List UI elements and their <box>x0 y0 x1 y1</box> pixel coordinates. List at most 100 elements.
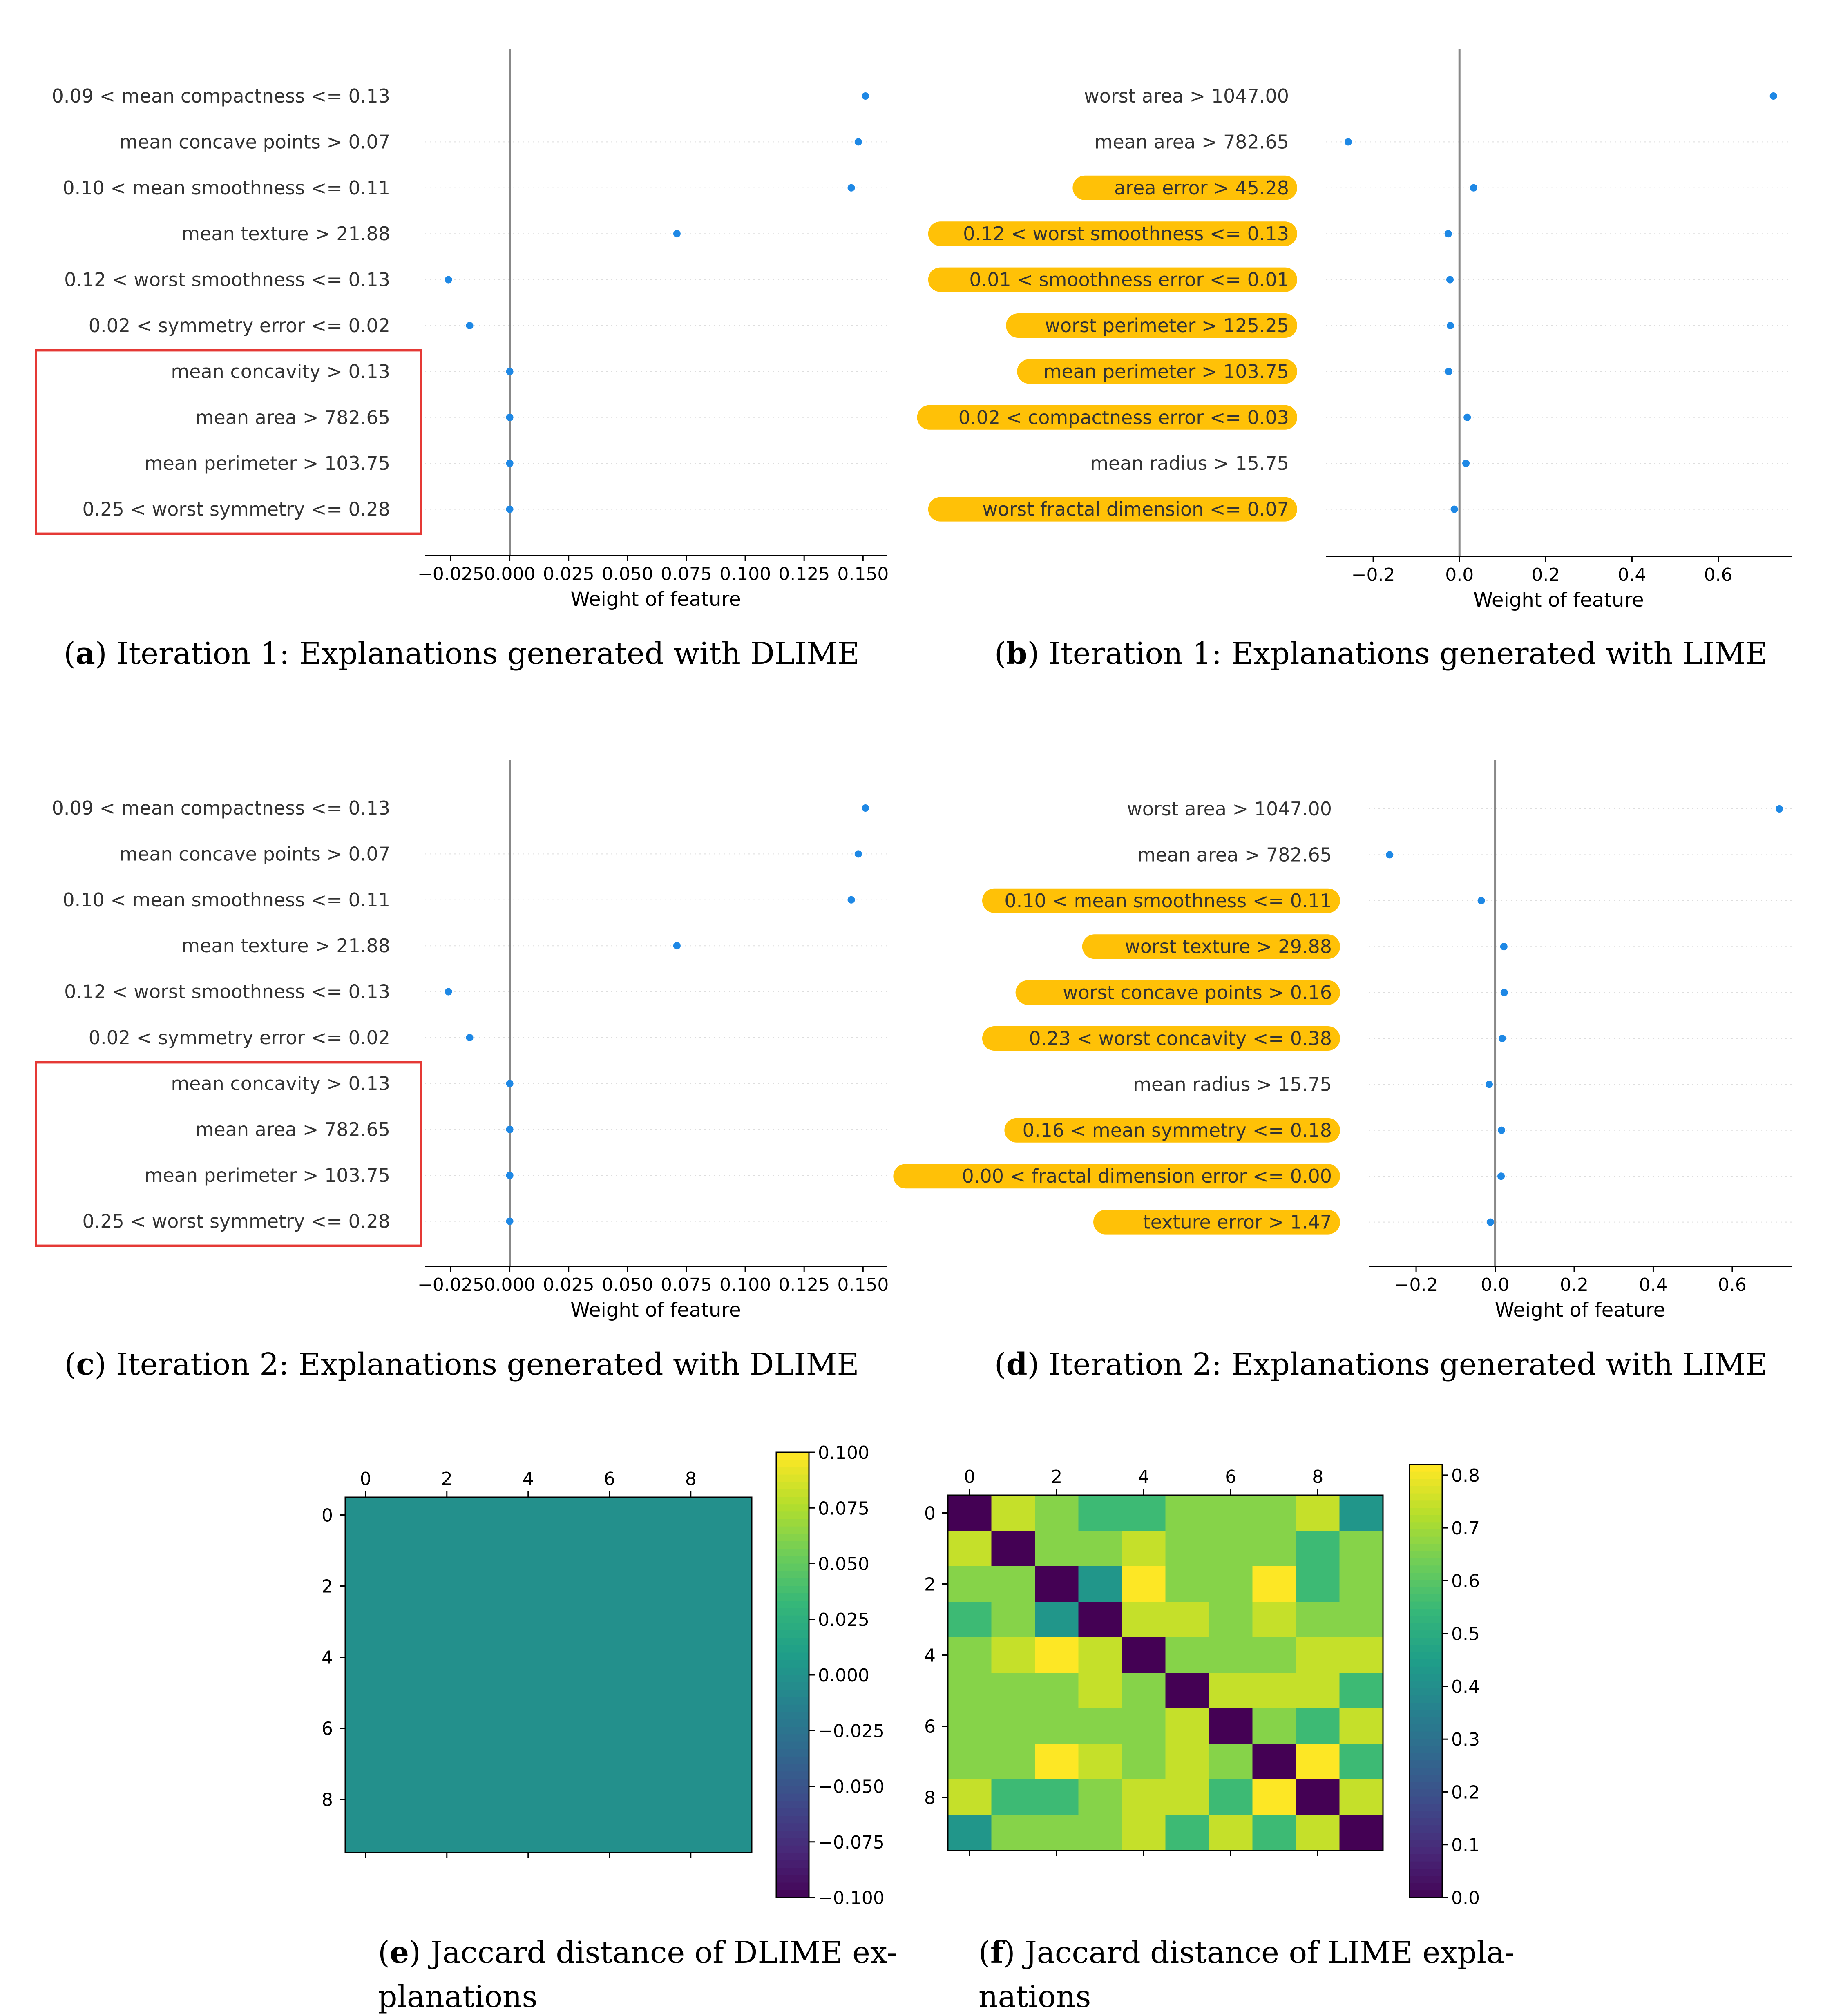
highlight-box <box>35 1061 422 1247</box>
colorbar-segment <box>776 1882 809 1891</box>
colorbar-segment <box>1410 1768 1442 1775</box>
heatmap-cell <box>467 1782 508 1817</box>
heatmap-cell <box>1296 1566 1340 1602</box>
colorbar-segment <box>776 1497 809 1505</box>
colorbar-segment <box>776 1771 809 1779</box>
x-tick-label: 4 <box>523 1469 534 1489</box>
colorbar-segment <box>776 1526 809 1534</box>
data-point <box>466 1034 474 1041</box>
colorbar-segment <box>776 1601 809 1609</box>
caption: (c) Iteration 2: Explanations generated … <box>64 1347 859 1382</box>
heatmap-cell <box>589 1710 630 1746</box>
colorbar-segment <box>776 1749 809 1757</box>
colorbar-segment <box>1410 1623 1442 1631</box>
data-point <box>1497 1172 1505 1180</box>
colorbar-segment <box>1410 1869 1442 1876</box>
data-point <box>847 184 855 192</box>
heatmap-cell <box>948 1495 992 1531</box>
heatmap-cell <box>1035 1744 1079 1780</box>
colorbar-segment <box>1410 1681 1442 1689</box>
x-tick-label: 0.125 <box>778 564 830 585</box>
heatmap-cell <box>345 1604 386 1640</box>
heatmap-cell <box>508 1568 549 1604</box>
data-point <box>1498 1035 1506 1042</box>
data-point <box>506 413 514 421</box>
heatmap-cell <box>1339 1531 1383 1567</box>
colorbar-segment <box>776 1586 809 1594</box>
heatmap-cell <box>427 1604 467 1640</box>
x-tick-label: 0.2 <box>1531 565 1560 585</box>
feature-highlight <box>1015 980 1340 1005</box>
heatmap-cell <box>427 1746 467 1782</box>
heatmap-cell <box>991 1531 1035 1567</box>
heatmap-cell <box>345 1497 386 1533</box>
heatmap-cell <box>630 1782 671 1817</box>
data-point <box>445 276 452 284</box>
colorbar-segment <box>776 1831 809 1839</box>
colorbar-segment <box>776 1511 809 1520</box>
feature-highlight <box>1072 175 1297 200</box>
colorbar-tick-label: 0.0 <box>1451 1888 1480 1909</box>
heatmap-cell <box>467 1710 508 1746</box>
colorbar-segment <box>776 1482 809 1490</box>
heatmap-cell <box>1296 1637 1340 1673</box>
y-tick-label: 2 <box>924 1574 936 1595</box>
caption-line-2: planations <box>378 1979 538 2014</box>
data-point <box>1470 184 1478 192</box>
colorbar-segment <box>1410 1695 1442 1703</box>
heatmap-cell <box>991 1673 1035 1709</box>
heatmap-cell <box>508 1782 549 1817</box>
heatmap-cell <box>1165 1637 1209 1673</box>
panel-a: 0.09 < mean compactness <= 0.13 mean conc… <box>35 49 889 671</box>
feature-label: mean perimeter > 103.75 <box>145 452 390 474</box>
data-point <box>506 1125 514 1133</box>
heatmap-cell <box>508 1746 549 1782</box>
heatmap-frame <box>947 1494 1384 1851</box>
colorbar-segment <box>776 1630 809 1638</box>
colorbar-segment <box>1410 1818 1442 1826</box>
colorbar-segment <box>1410 1645 1442 1653</box>
x-tick-label: 2 <box>441 1469 453 1489</box>
data-point <box>847 896 855 904</box>
heatmap-cell <box>991 1637 1035 1673</box>
heatmap-cell <box>508 1817 549 1853</box>
heatmap-cell <box>1078 1779 1122 1815</box>
feature-label: 0.10 < mean smoothness <= 0.11 <box>1004 890 1332 912</box>
heatmap-cell <box>467 1746 508 1782</box>
colorbar-segment <box>1410 1601 1442 1610</box>
data-point <box>1462 460 1470 467</box>
heatmap-cell <box>948 1744 992 1780</box>
colorbar-segment <box>776 1571 809 1579</box>
colorbar-segment <box>776 1838 809 1846</box>
heatmap-cell <box>1078 1673 1122 1709</box>
colorbar-segment <box>776 1645 809 1653</box>
heatmap-cell <box>1122 1744 1166 1780</box>
data-point <box>1769 92 1777 100</box>
colorbar-segment <box>1410 1804 1442 1811</box>
x-tick-label: −0.2 <box>1394 1275 1438 1295</box>
x-axis-label: Weight of feature <box>1473 589 1644 612</box>
heatmap-cell <box>630 1675 671 1711</box>
feature-label: mean concave points > 0.07 <box>119 131 390 153</box>
colorbar-segment <box>776 1519 809 1527</box>
colorbar-segment <box>776 1697 809 1705</box>
feature-label: mean perimeter > 103.75 <box>145 1164 390 1186</box>
heatmap-cell <box>467 1533 508 1569</box>
feature-highlight <box>1006 313 1297 338</box>
colorbar-segment <box>776 1719 809 1727</box>
heatmap-cell <box>1296 1495 1340 1531</box>
colorbar-segment <box>776 1690 809 1698</box>
feature-label: texture error > 1.47 <box>1143 1211 1332 1233</box>
heatmap-cell <box>1252 1779 1296 1815</box>
heatmap-cell <box>711 1568 752 1604</box>
heatmap-cell <box>1339 1744 1383 1780</box>
colorbar-segment <box>1410 1688 1442 1696</box>
feature-label: 0.02 < compactness error <= 0.03 <box>958 406 1289 429</box>
heatmap-cell <box>1209 1744 1253 1780</box>
caption: (a) Iteration 1: Explanations generated … <box>64 636 860 671</box>
colorbar-segment <box>776 1875 809 1883</box>
colorbar-segment <box>1410 1796 1442 1804</box>
colorbar-segment <box>776 1660 809 1668</box>
caption-line-2: nations <box>979 1979 1091 2014</box>
